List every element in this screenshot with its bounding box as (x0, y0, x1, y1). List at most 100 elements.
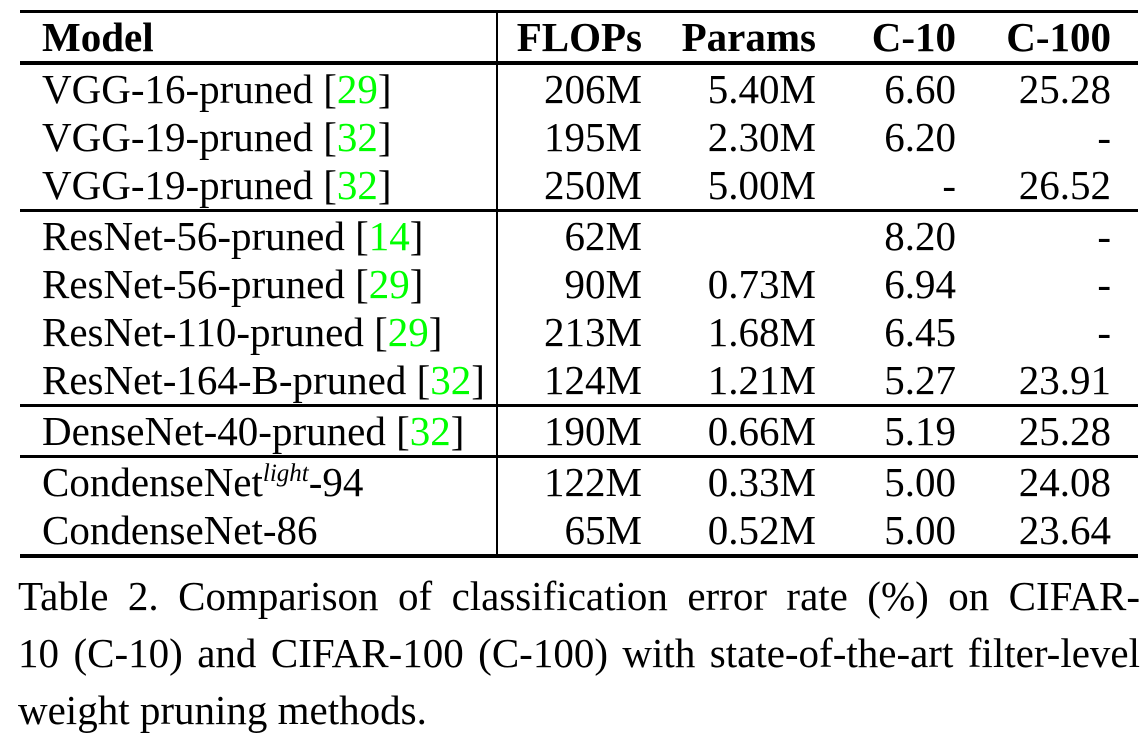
model-name: ResNet-164-B-pruned (42, 357, 407, 403)
c100-cell: - (1097, 261, 1111, 307)
citation-number: 32 (336, 114, 378, 160)
params-cell (650, 211, 820, 261)
citation: [29] (363, 309, 443, 355)
c10-cell: 5.19 (884, 408, 956, 454)
table-row: CondenseNet-86 65M 0.52M 5.00 23.64 (20, 506, 1138, 556)
flops-cell: 190M (544, 408, 642, 454)
params-cell: 1.68M (707, 309, 816, 355)
model-superscript: light (262, 460, 309, 487)
model-name: VGG-16-pruned (42, 66, 313, 112)
citation: [29] (344, 261, 424, 307)
table-row: VGG-19-pruned [32] 250M 5.00M - 26.52 (20, 161, 1138, 211)
flops-cell: 122M (544, 459, 642, 505)
model-name: DenseNet-40-pruned (42, 408, 386, 454)
c100-cell: - (1097, 213, 1111, 259)
model-cell: VGG-19-pruned [32] (20, 113, 498, 161)
c100-cell: - (1097, 309, 1111, 355)
model-name: ResNet-56-pruned (42, 213, 345, 259)
model-name: CondenseNet-86 (42, 507, 318, 553)
c100-cell: 26.52 (1018, 162, 1111, 208)
c10-cell: 5.27 (884, 357, 956, 403)
header-c100: C-100 (1006, 14, 1111, 60)
c10-cell: 5.00 (884, 459, 956, 505)
citation-number: 29 (387, 309, 429, 355)
table-row: ResNet-56-pruned [29] 90M 0.73M 6.94 - (20, 260, 1138, 308)
model-suffix: -94 (308, 459, 364, 505)
model-name: CondenseNet (42, 459, 263, 505)
model-name: ResNet-110-pruned (42, 309, 364, 355)
params-cell: 1.21M (707, 357, 816, 403)
citation-number: 14 (368, 213, 410, 259)
citation-number: 29 (336, 66, 378, 112)
header-flops: FLOPs (516, 14, 642, 60)
params-cell: 0.33M (707, 459, 816, 505)
citation: [29] (312, 66, 392, 112)
flops-cell: 206M (544, 66, 642, 112)
params-cell: 2.30M (707, 114, 816, 160)
c10-cell: 6.20 (884, 114, 956, 160)
model-name: VGG-19-pruned (42, 162, 313, 208)
header-c10: C-10 (871, 14, 956, 60)
citation: [32] (312, 114, 392, 160)
params-cell: 0.73M (707, 261, 816, 307)
c100-cell: - (1097, 114, 1111, 160)
flops-cell: 65M (564, 507, 642, 553)
caption-line-3: weight pruning methods. (18, 687, 427, 733)
params-cell: 5.40M (707, 66, 816, 112)
citation: [32] (406, 357, 485, 403)
table-row: ResNet-164-B-pruned [32] 124M 1.21M 5.27… (20, 356, 1138, 406)
header-model: Model (20, 11, 498, 63)
citation: [32] (312, 162, 392, 208)
citation-number: 32 (409, 408, 451, 454)
model-cell: CondenseNet-86 (20, 506, 498, 556)
model-cell: ResNet-110-pruned [29] (20, 308, 498, 356)
model-cell: ResNet-164-B-pruned [32] (20, 356, 498, 406)
citation-number: 32 (430, 357, 472, 403)
flops-cell: 62M (564, 213, 642, 259)
model-cell: ResNet-56-pruned [14] (20, 210, 498, 260)
citation: [32] (385, 408, 465, 454)
table-caption: Table 2. Comparison of classification er… (18, 568, 1140, 739)
c100-cell: 24.08 (1018, 459, 1111, 505)
c10-cell: 6.60 (884, 66, 956, 112)
c100-cell: 23.91 (1018, 357, 1111, 403)
model-cell: ResNet-56-pruned [29] (20, 260, 498, 308)
c10-cell: 6.94 (884, 261, 956, 307)
flops-cell: 213M (544, 309, 642, 355)
model-name: VGG-19-pruned (42, 114, 313, 160)
table-header: Model FLOPs Params C-10 C-100 (20, 11, 1138, 63)
table-body: VGG-16-pruned [29] 206M 5.40M 6.60 25.28… (20, 63, 1138, 556)
header-row: Model FLOPs Params C-10 C-100 (20, 11, 1138, 63)
table-row: VGG-16-pruned [29] 206M 5.40M 6.60 25.28 (20, 63, 1138, 113)
params-cell: 0.66M (707, 408, 816, 454)
model-cell: VGG-16-pruned [29] (20, 63, 498, 113)
table-row: CondenseNetlight-94 122M 0.33M 5.00 24.0… (20, 456, 1138, 506)
c10-cell: 6.45 (884, 309, 956, 355)
flops-cell: 124M (544, 357, 642, 403)
c10-cell: 8.20 (884, 213, 956, 259)
header-params: Params (681, 14, 816, 60)
citation-number: 29 (368, 261, 410, 307)
flops-cell: 90M (564, 261, 642, 307)
table-row: VGG-19-pruned [32] 195M 2.30M 6.20 - (20, 113, 1138, 161)
c10-cell: - (942, 162, 956, 208)
results-table: Model FLOPs Params C-10 C-100 VGG-16-pru… (20, 10, 1138, 558)
c10-cell: 5.00 (884, 507, 956, 553)
table-row: ResNet-110-pruned [29] 213M 1.68M 6.45 - (20, 308, 1138, 356)
table-row: DenseNet-40-pruned [32] 190M 0.66M 5.19 … (20, 405, 1138, 457)
c100-cell: 25.28 (1018, 408, 1111, 454)
citation: [14] (344, 213, 424, 259)
model-cell: DenseNet-40-pruned [32] (20, 405, 498, 457)
params-cell: 0.52M (707, 507, 816, 553)
params-cell: 5.00M (707, 162, 816, 208)
model-cell: VGG-19-pruned [32] (20, 161, 498, 211)
model-cell: CondenseNetlight-94 (20, 456, 498, 506)
citation-number: 32 (336, 162, 378, 208)
c100-cell: 23.64 (1018, 507, 1111, 553)
caption-line-1: Table 2. Comparison of classification er… (18, 573, 1140, 619)
model-name: ResNet-56-pruned (42, 261, 345, 307)
caption-line-2: 10 (C-10) and CIFAR-100 (C-100) with sta… (18, 630, 1140, 676)
table-row: ResNet-56-pruned [14] 62M 8.20 - (20, 210, 1138, 261)
flops-cell: 195M (544, 114, 642, 160)
